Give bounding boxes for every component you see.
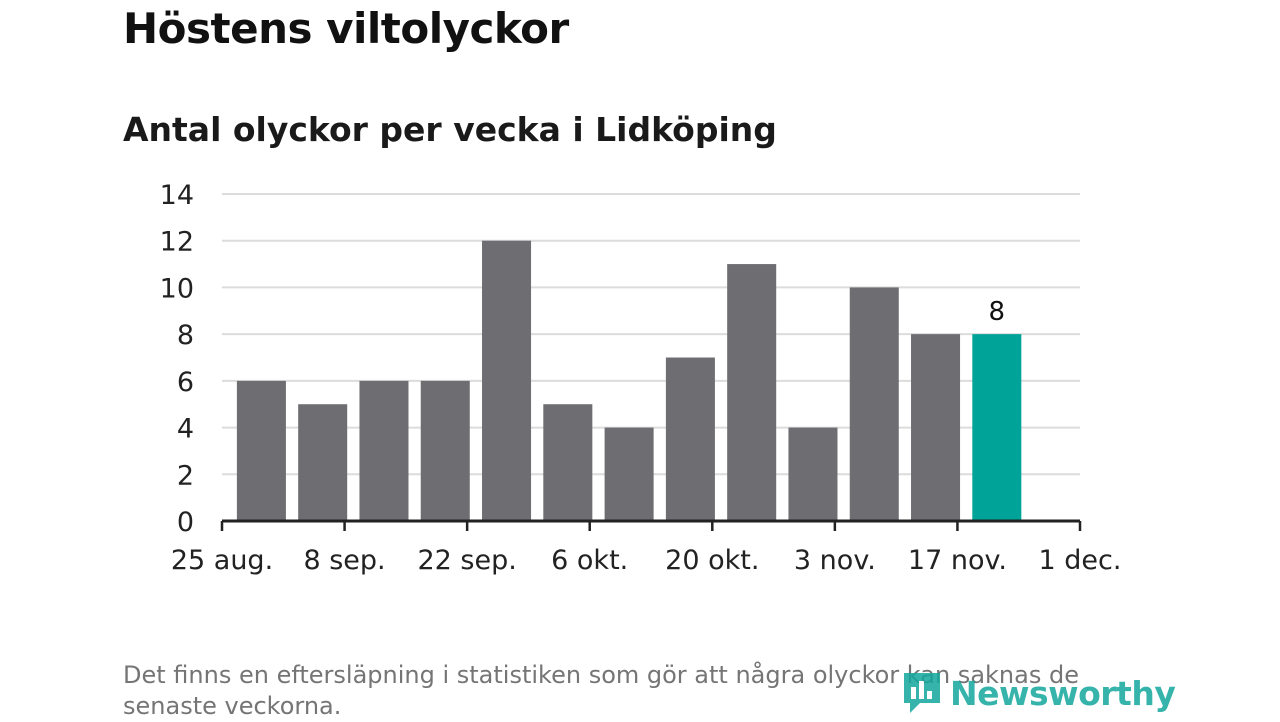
bar-chart: 0 2 4 6 8 10 12 14 25 aug. 8 sep. 22 sep. 6 okt. 20… bbox=[160, 180, 1122, 576]
y-tick-label: 12 bbox=[160, 227, 194, 258]
y-tick-label: 0 bbox=[177, 507, 194, 538]
bars bbox=[236, 240, 1022, 521]
y-tick-label: 8 bbox=[177, 320, 194, 351]
x-axis: 25 aug. 8 sep. 22 sep. 6 okt. 20 okt. 3 nov. 1… bbox=[171, 519, 1122, 576]
newsworthy-logo: Newsworthy bbox=[900, 668, 1176, 718]
bar bbox=[972, 334, 1022, 521]
y-tick-label: 2 bbox=[177, 460, 194, 491]
bar bbox=[359, 380, 409, 521]
x-tick-label: 1 dec. bbox=[1039, 545, 1122, 576]
bar bbox=[727, 264, 777, 521]
newsworthy-logo-text: Newsworthy bbox=[950, 673, 1176, 713]
y-tick-label: 4 bbox=[177, 414, 194, 445]
data-label: 8 bbox=[989, 297, 1006, 327]
x-tick-label: 6 okt. bbox=[551, 545, 628, 576]
newsworthy-logo-icon bbox=[904, 673, 940, 713]
bar bbox=[849, 287, 899, 521]
x-tick-label: 20 okt. bbox=[665, 545, 759, 576]
bar bbox=[604, 427, 654, 521]
bar bbox=[236, 380, 286, 521]
x-tick-label: 8 sep. bbox=[303, 545, 385, 576]
x-tick-label: 17 nov. bbox=[908, 545, 1007, 576]
y-tick-label: 14 bbox=[160, 180, 194, 211]
bar bbox=[911, 334, 961, 521]
y-axis-ticks: 0 2 4 6 8 10 12 14 bbox=[160, 180, 194, 538]
x-tick-label: 3 nov. bbox=[794, 545, 876, 576]
y-tick-label: 6 bbox=[177, 367, 194, 398]
bar bbox=[788, 427, 838, 521]
bar bbox=[298, 404, 348, 521]
chart-subtitle: Antal olyckor per vecka i Lidköping bbox=[123, 110, 777, 149]
x-tick-label: 25 aug. bbox=[171, 545, 273, 576]
bar bbox=[543, 404, 593, 521]
chart-title: Höstens viltolyckor bbox=[123, 4, 569, 53]
bar bbox=[420, 380, 470, 521]
data-labels: 8 bbox=[989, 297, 1006, 327]
bar bbox=[482, 240, 532, 521]
x-tick-label: 22 sep. bbox=[417, 545, 516, 576]
y-tick-label: 10 bbox=[160, 273, 194, 304]
bar bbox=[665, 357, 715, 521]
